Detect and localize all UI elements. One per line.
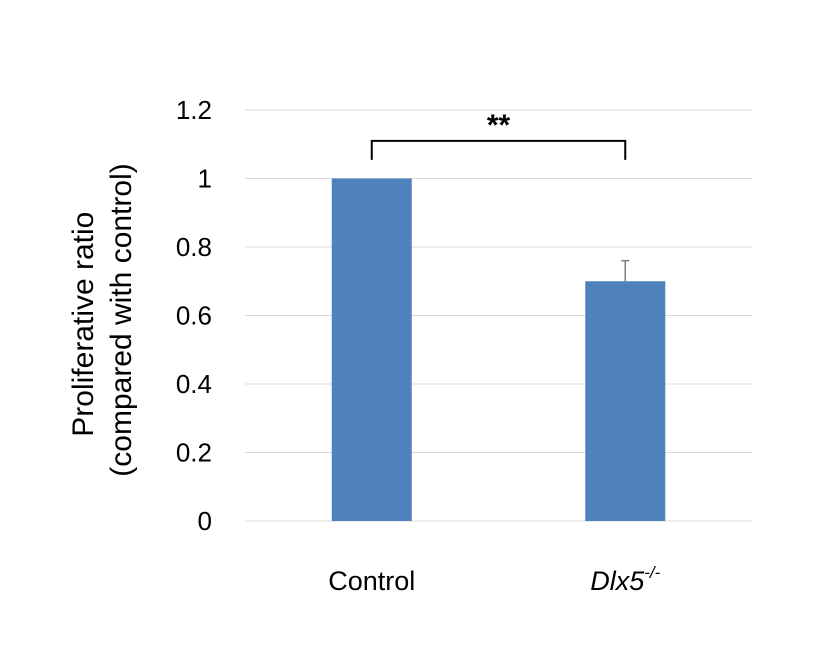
y-tick-label: 0.6 xyxy=(176,301,212,331)
bars xyxy=(331,178,666,521)
x-category-label: Control xyxy=(328,566,415,596)
gridlines xyxy=(245,109,752,522)
y-tick-label: 1 xyxy=(198,164,212,194)
significance-bracket-group: ** xyxy=(370,109,627,160)
significance-label: ** xyxy=(487,109,511,142)
x-category-label: Dlx5-/- xyxy=(590,563,660,596)
bar-control xyxy=(331,178,412,521)
y-tick-label: 0.8 xyxy=(176,232,212,262)
y-tick-label: 1.2 xyxy=(176,95,212,125)
x-axis-categories: Control Dlx5-/- xyxy=(328,563,660,596)
significance-bracket xyxy=(370,139,627,160)
y-axis-label-line2: (compared with control) xyxy=(105,163,138,476)
y-tick-label: 0.4 xyxy=(176,369,212,399)
y-axis-label: Proliferative ratio (compared with contr… xyxy=(67,163,138,476)
y-tick-label: 0.2 xyxy=(176,438,212,468)
y-tick-label: 0 xyxy=(198,506,212,536)
bar-dlx5 xyxy=(585,281,666,521)
error-bars xyxy=(621,259,630,282)
y-axis-ticks: 0 0.2 0.4 0.6 0.8 1 1.2 xyxy=(176,95,212,536)
y-axis-label-line1: Proliferative ratio xyxy=(67,212,100,437)
